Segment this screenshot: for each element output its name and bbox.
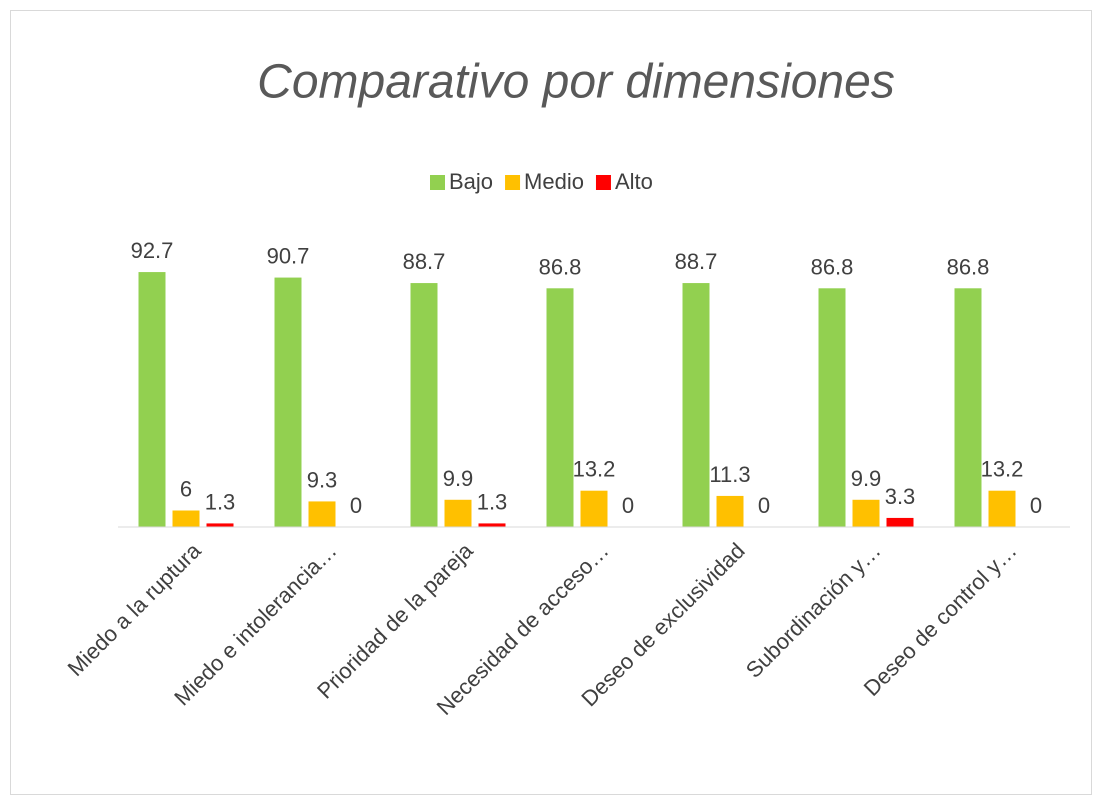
data-label: 86.8 <box>811 254 854 279</box>
bar <box>172 510 200 527</box>
data-label: 86.8 <box>539 254 582 279</box>
data-label: 9.9 <box>443 466 474 491</box>
data-label: 88.7 <box>403 249 446 274</box>
bar <box>954 288 982 527</box>
data-label: 6 <box>180 477 192 502</box>
legend-swatch <box>595 175 611 190</box>
data-label: 13.2 <box>573 457 616 482</box>
bar <box>274 277 302 527</box>
data-label: 9.3 <box>307 467 338 492</box>
bar <box>988 490 1016 527</box>
bar <box>206 523 234 527</box>
data-label: 86.8 <box>947 254 990 279</box>
data-label: 1.3 <box>205 489 236 514</box>
data-label: 13.2 <box>981 457 1024 482</box>
data-label: 3.3 <box>885 484 916 509</box>
data-label: 88.7 <box>675 249 718 274</box>
legend-swatch <box>505 175 521 190</box>
legend-label: Alto <box>615 169 653 194</box>
chart-title: Comparativo por dimensiones <box>257 56 895 109</box>
bar <box>410 283 438 527</box>
bar <box>580 490 608 527</box>
legend-label: Medio <box>524 169 584 194</box>
bar <box>716 495 744 527</box>
data-label: 0 <box>622 493 634 518</box>
data-label: 0 <box>758 493 770 518</box>
data-label: 0 <box>1030 493 1042 518</box>
data-label: 11.3 <box>709 462 750 487</box>
data-label: 90.7 <box>267 244 310 269</box>
bar <box>682 283 710 527</box>
bar <box>138 272 166 527</box>
data-label: 92.7 <box>131 238 174 263</box>
data-label: 0 <box>350 493 362 518</box>
bar <box>546 288 574 527</box>
bar <box>308 501 336 527</box>
legend-label: Bajo <box>449 169 493 194</box>
bar <box>478 523 506 527</box>
legend-swatch <box>430 175 445 190</box>
bar <box>818 288 846 527</box>
bar <box>444 499 472 527</box>
bar <box>886 517 914 527</box>
data-label: 9.9 <box>851 466 882 491</box>
data-label: 1.3 <box>477 489 508 514</box>
bar <box>852 499 880 527</box>
